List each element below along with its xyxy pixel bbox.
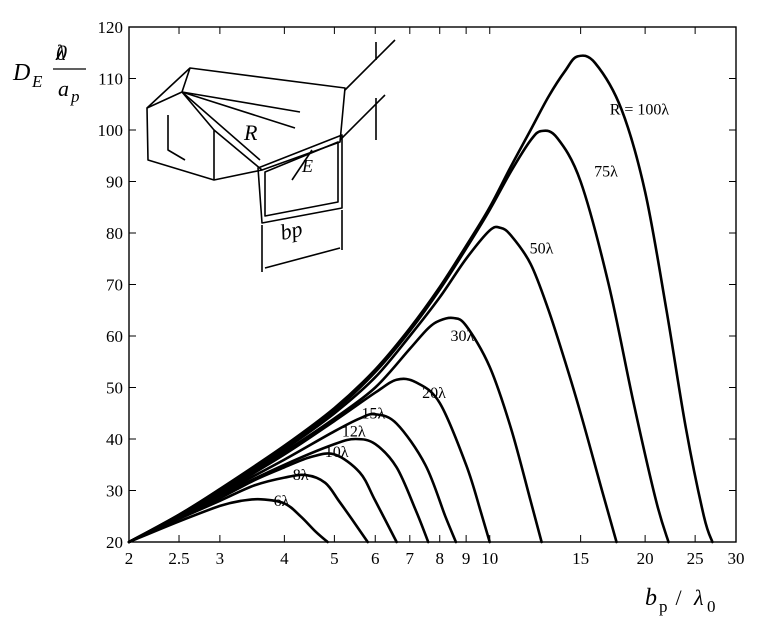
x-tick-label: 9 bbox=[462, 549, 471, 568]
x-tick-label: 2 bbox=[125, 549, 134, 568]
curves bbox=[127, 54, 714, 544]
y-tick-label: 20 bbox=[106, 533, 123, 552]
curve-8 bbox=[127, 473, 369, 544]
x-tick-label: 5 bbox=[330, 549, 339, 568]
inset-label-E: E bbox=[301, 156, 313, 176]
tick-marks: 2 2.5 3 4 5 6 7 8 9 10 15 20 25 30 20 30 40 50 60 70 80 90 100… bbox=[98, 18, 745, 568]
x-tick-label: 7 bbox=[406, 549, 415, 568]
y-label-num-sym: λ bbox=[55, 40, 66, 65]
x-label-den-sub: 0 bbox=[707, 597, 716, 616]
x-tick-label: 30 bbox=[728, 549, 745, 568]
curve-label: R = 100λ bbox=[610, 102, 670, 119]
y-tick-label: 30 bbox=[106, 482, 123, 501]
x-tick-label: 3 bbox=[216, 549, 225, 568]
x-axis-label: b p / λ 0 bbox=[645, 585, 716, 616]
curve-label: 30λ bbox=[450, 328, 474, 345]
curve-label: 15λ bbox=[361, 405, 385, 422]
y-tick-label: 80 bbox=[106, 224, 123, 243]
x-tick-label: 8 bbox=[435, 549, 444, 568]
curve-label: 50λ bbox=[530, 241, 554, 258]
inset-label-bp: bp bbox=[278, 216, 305, 245]
y-tick-label: 40 bbox=[106, 430, 123, 449]
y-tick-label: 60 bbox=[106, 327, 123, 346]
curve-label: 6λ bbox=[274, 493, 290, 510]
x-tick-label: 20 bbox=[637, 549, 654, 568]
x-tick-label: 10 bbox=[481, 549, 498, 568]
curve-label: 10λ bbox=[325, 444, 349, 461]
x-tick-label: 15 bbox=[572, 549, 589, 568]
inset-label-R: R bbox=[243, 120, 258, 145]
curve-label: 75λ bbox=[594, 163, 618, 180]
y-tick-label: 100 bbox=[98, 121, 124, 140]
y-label-den: a bbox=[58, 76, 69, 101]
x-tick-label: 4 bbox=[280, 549, 289, 568]
y-label-main: D bbox=[12, 60, 30, 86]
curve-label: 12λ bbox=[342, 423, 366, 440]
y-label-den-sub: p bbox=[70, 87, 80, 106]
curve-10 bbox=[127, 452, 398, 544]
curve-6 bbox=[127, 497, 329, 544]
curve-75 bbox=[127, 129, 670, 544]
y-tick-label: 110 bbox=[98, 70, 123, 89]
x-tick-label: 2.5 bbox=[168, 549, 189, 568]
y-tick-label: 50 bbox=[106, 379, 123, 398]
curve-label: 8λ bbox=[293, 467, 309, 484]
horn-antenna-sketch-icon: R E bp bbox=[146, 39, 396, 272]
curve-R100 bbox=[127, 54, 714, 544]
x-label-var: b bbox=[645, 585, 657, 611]
y-tick-label: 70 bbox=[106, 276, 123, 295]
x-label-sep: / bbox=[670, 585, 687, 610]
x-label-den: λ bbox=[693, 585, 704, 610]
y-axis-label: D E 0 λ a p bbox=[12, 40, 86, 106]
curve-20 bbox=[127, 377, 491, 544]
y-label-sub: E bbox=[31, 72, 43, 91]
y-tick-label: 90 bbox=[106, 173, 123, 192]
x-label-sub: p bbox=[659, 597, 668, 616]
y-tick-label: 120 bbox=[98, 18, 124, 37]
y-label-num: 0 bbox=[56, 40, 67, 65]
curve-label: 20λ bbox=[422, 385, 446, 402]
curve-50 bbox=[127, 225, 618, 544]
x-tick-label: 25 bbox=[687, 549, 704, 568]
x-tick-label: 6 bbox=[371, 549, 380, 568]
